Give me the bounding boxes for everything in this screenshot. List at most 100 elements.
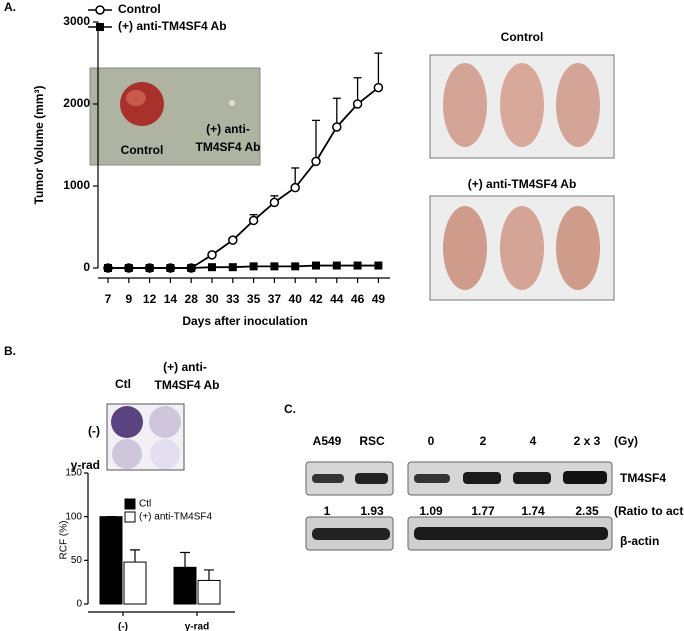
photo-label: γ-rad — [71, 458, 100, 472]
y-tick-label: 50 — [71, 555, 83, 566]
lane-label: RSC — [359, 434, 385, 448]
x-tick-label: 49 — [372, 292, 386, 306]
y-axis-label: Tumor Volume (mm³) — [32, 86, 46, 205]
lane-label: A549 — [313, 434, 342, 448]
error-bar — [332, 97, 341, 127]
x-tick-label: 37 — [268, 292, 282, 306]
error-bar — [204, 569, 214, 581]
marker — [228, 235, 238, 245]
marker — [145, 264, 154, 272]
ratio-value: 2.35 — [575, 504, 599, 518]
marker — [207, 250, 217, 260]
x-tick-label: 9 — [125, 292, 132, 306]
band-label: TM4SF4 — [620, 471, 666, 485]
panel-label: B. — [4, 344, 16, 358]
x-tick-label: 28 — [185, 292, 199, 306]
band-label: β-actin — [620, 534, 659, 548]
marker — [228, 263, 237, 272]
tumor-photo: Control (+) anti- TM4SF4 Ab — [89, 67, 261, 166]
marker — [311, 156, 321, 167]
error-bar — [374, 52, 383, 88]
legend-label: Ctl — [139, 499, 151, 510]
legend-label: Control — [118, 2, 161, 16]
x-tick-label: 44 — [330, 292, 344, 306]
photo-label: (+) anti- — [206, 122, 250, 136]
ratio-value: 1.77 — [471, 504, 495, 518]
ratio-value: 1.09 — [419, 504, 443, 518]
y-tick-label: 100 — [65, 511, 82, 522]
photo-label: TM4SF4 Ab — [155, 378, 220, 392]
x-axis-label: Days after inoculation — [182, 314, 307, 328]
marker — [332, 122, 342, 132]
marker — [104, 264, 112, 272]
marker — [95, 5, 105, 15]
x-tick-label: 35 — [247, 292, 261, 306]
bar — [99, 516, 123, 605]
bar — [123, 561, 147, 605]
western-blot — [305, 461, 613, 551]
marker — [353, 261, 362, 270]
error-bar — [180, 551, 190, 568]
y-tick-label: 2000 — [63, 96, 90, 110]
photo-label: (-) — [88, 424, 100, 438]
bar — [197, 579, 221, 605]
x-tick-label: 12 — [143, 292, 157, 306]
marker — [187, 264, 196, 272]
marker — [332, 261, 341, 270]
legend-label: (+) anti-TM4SF4 — [139, 512, 213, 523]
photo-label: TM4SF4 Ab — [196, 140, 261, 154]
legend-swatch — [124, 498, 136, 510]
marker — [249, 262, 258, 271]
photo-label: (+) anti-TM4SF4 Ab — [468, 177, 577, 191]
marker — [374, 261, 383, 270]
ratio-label: (Ratio to actin) — [614, 504, 684, 518]
marker — [352, 99, 363, 109]
marker — [166, 264, 175, 272]
y-tick-label: 150 — [65, 468, 82, 479]
x-tick-label: γ-rad — [185, 622, 209, 631]
x-tick-label: 30 — [205, 292, 219, 306]
marker — [269, 197, 280, 208]
x-tick-label: 7 — [105, 292, 112, 306]
marker — [373, 82, 384, 93]
x-tick-label: 40 — [289, 292, 303, 306]
unit-label: (Gy) — [614, 434, 638, 448]
y-tick-label: 0 — [76, 599, 82, 610]
panel-label: A. — [4, 0, 16, 14]
marker — [208, 263, 216, 272]
error-bar — [312, 119, 320, 162]
lane-label: 4 — [530, 434, 537, 448]
x-tick-label: 42 — [309, 292, 323, 306]
marker — [248, 215, 259, 226]
lane-label: 2 — [480, 434, 487, 448]
x-tick-label: 33 — [226, 292, 240, 306]
lane-label: 0 — [428, 434, 435, 448]
legend-swatch — [124, 511, 136, 523]
marker — [312, 261, 320, 270]
marker — [291, 262, 300, 271]
y-axis-label: RCF (%) — [59, 521, 70, 560]
legend-label: (+) anti-TM4SF4 Ab — [118, 19, 227, 33]
ratio-value: 1.74 — [521, 504, 545, 518]
marker — [290, 182, 300, 193]
y-tick-label: 1000 — [63, 178, 90, 192]
photo-label: Control — [121, 143, 164, 157]
lane-label: 2 x 3 — [574, 434, 601, 448]
mice-photos: Control (+) anti-TM4SF4 Ab — [429, 30, 615, 301]
ratio-value: 1.93 — [360, 504, 384, 518]
x-tick-label: 14 — [164, 292, 178, 306]
marker — [270, 262, 279, 271]
x-tick-label: (-) — [118, 622, 128, 631]
error-bar — [130, 549, 140, 563]
ratio-value: 1 — [324, 504, 331, 518]
marker — [124, 264, 133, 272]
bar — [173, 566, 197, 605]
x-tick-label: 46 — [351, 292, 365, 306]
photo-label: Ctl — [115, 377, 131, 391]
y-tick-label: 0 — [83, 260, 90, 274]
panel-label: C. — [284, 402, 296, 416]
photo-label: (+) anti- — [163, 360, 207, 374]
photo-label: Control — [501, 30, 544, 44]
y-tick-label: 3000 — [63, 14, 90, 28]
